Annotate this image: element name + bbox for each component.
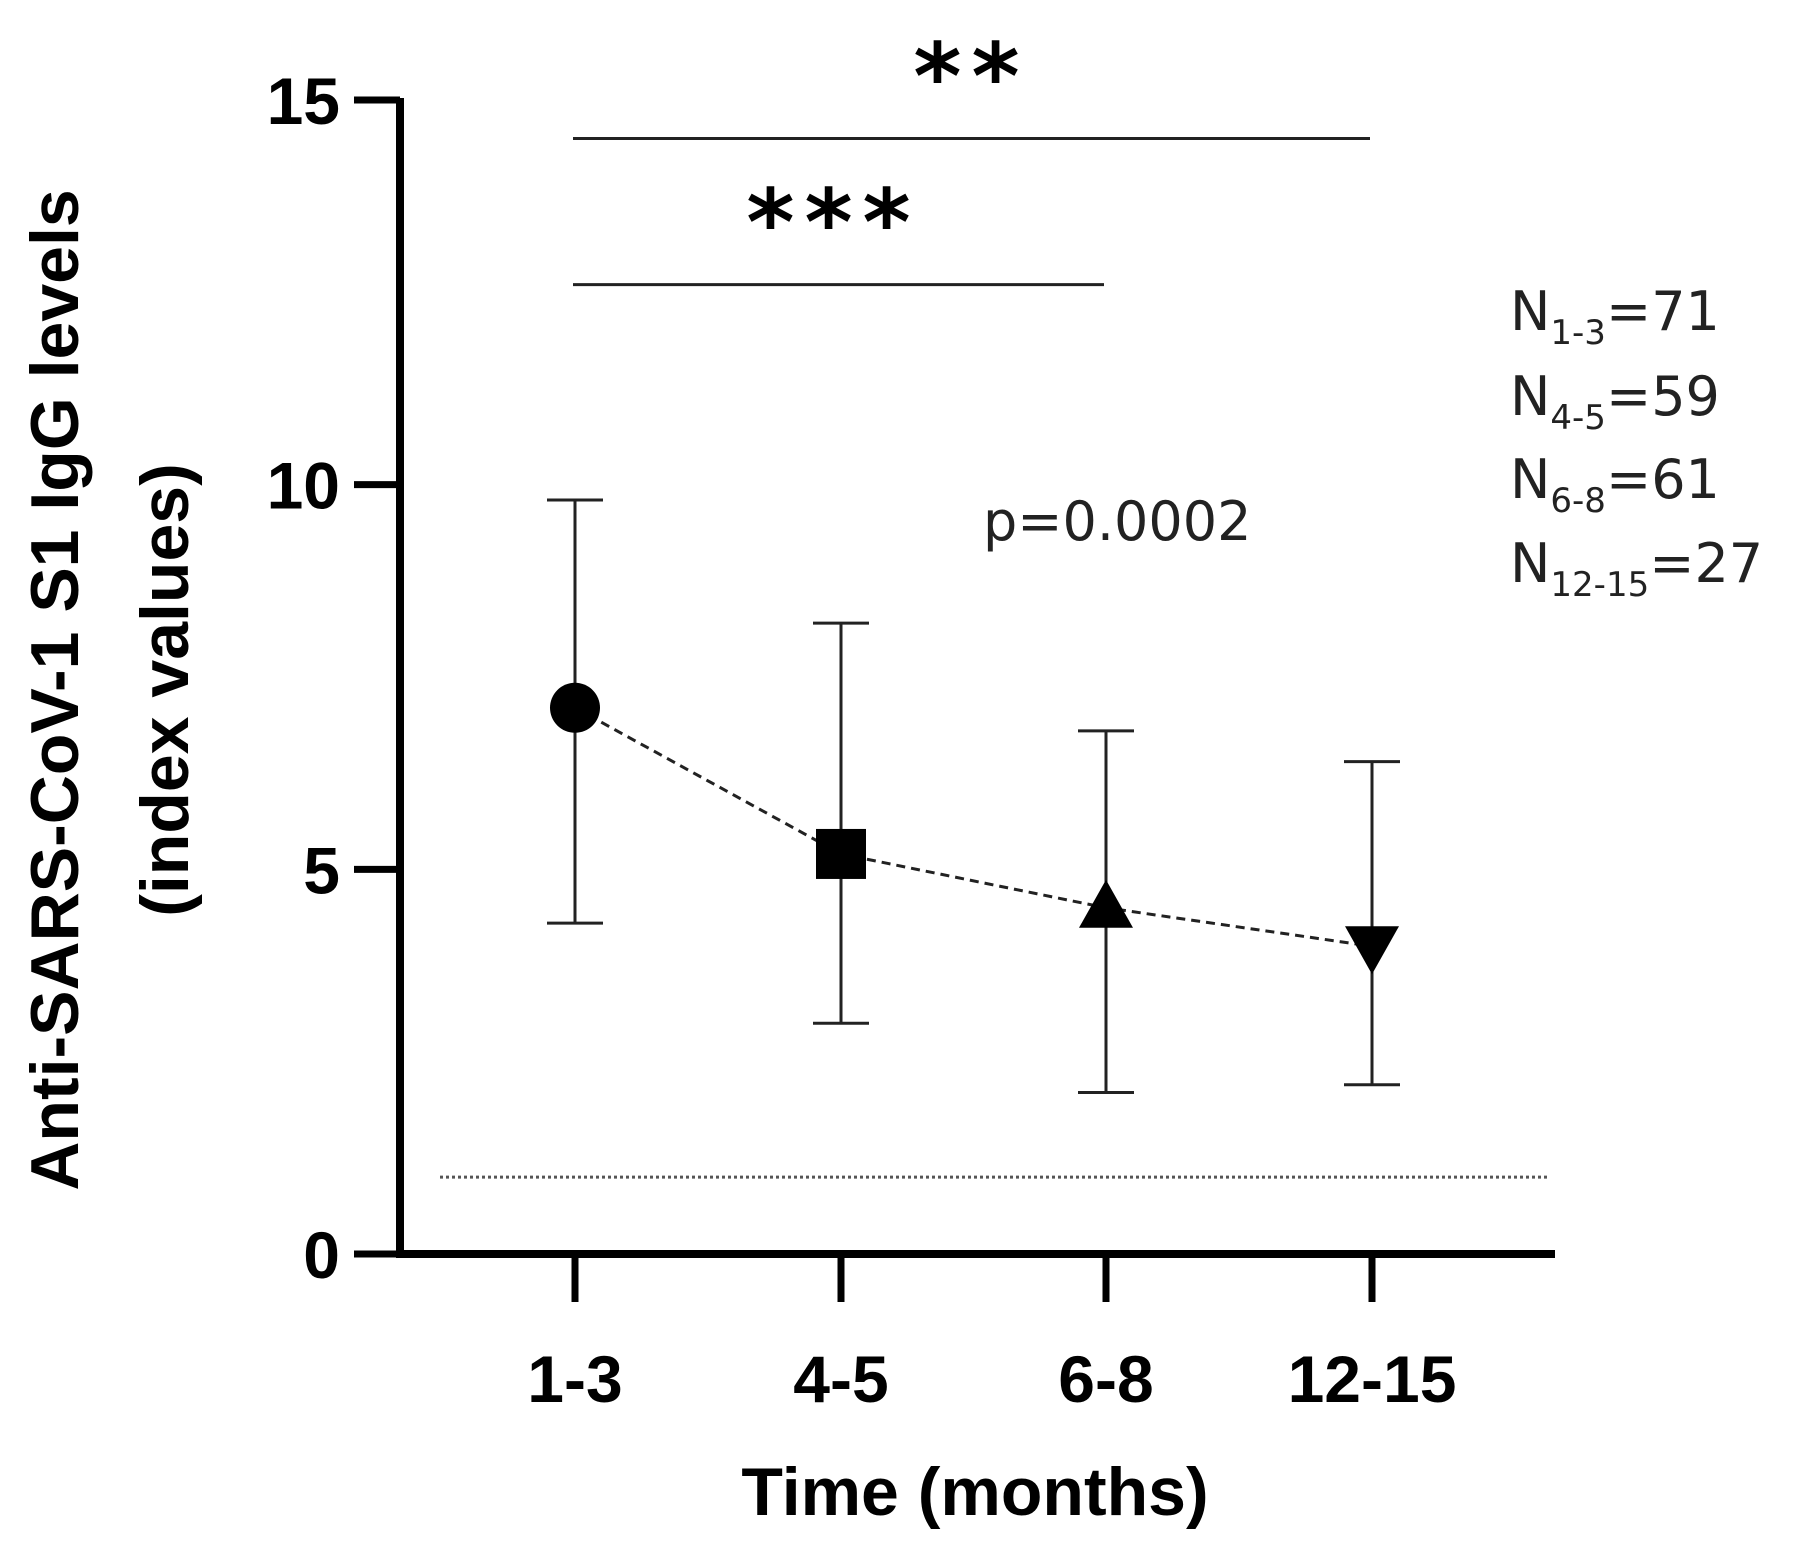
error-bars <box>547 498 1400 1094</box>
marker-6-8 <box>1079 879 1133 928</box>
p-value-label: p=0.0002 <box>983 490 1251 553</box>
x-axis-title: Time (months) <box>741 1454 1208 1530</box>
y-axis-title: Anti-SARS-CoV-1 S1 IgG levels (index val… <box>17 189 203 1190</box>
marker-4-5 <box>816 828 866 879</box>
sample-size-12-15: N12-15=27 <box>1510 532 1763 605</box>
marker-1-3 <box>550 682 600 733</box>
trend-line <box>574 706 1373 948</box>
significance-label-1: ** <box>913 23 1029 130</box>
x-tick-label-4-5: 4-5 <box>793 1342 888 1416</box>
y-axis-title-line2: (index values) <box>127 463 203 917</box>
sample-size-6-8: N6-8=61 <box>1510 448 1720 521</box>
x-tick-label-6-8: 6-8 <box>1058 1342 1153 1416</box>
axes: 0 5 10 15 1-3 4-5 6-8 12-15 <box>267 64 1555 1416</box>
data-markers <box>550 682 1399 975</box>
significance-label-2: *** <box>746 170 920 277</box>
y-tick-label-0: 0 <box>303 1218 340 1292</box>
x-tick-label-12-15: 12-15 <box>1288 1342 1457 1416</box>
y-tick-label-15: 15 <box>267 64 340 138</box>
sample-size-1-3: N1-3=71 <box>1510 280 1720 353</box>
y-axis-title-line1: Anti-SARS-CoV-1 S1 IgG levels <box>17 189 93 1190</box>
y-tick-label-5: 5 <box>303 833 340 907</box>
sample-size-labels: N1-3=71 N4-5=59 N6-8=61 N12-15=27 <box>1510 280 1763 605</box>
sample-size-4-5: N4-5=59 <box>1510 365 1720 438</box>
y-tick-label-10: 10 <box>267 449 340 523</box>
trend-line-group <box>574 706 1373 948</box>
significance-brackets: ***** <box>573 23 1370 287</box>
x-tick-label-1-3: 1-3 <box>527 1342 622 1416</box>
marker-12-15 <box>1345 926 1399 975</box>
